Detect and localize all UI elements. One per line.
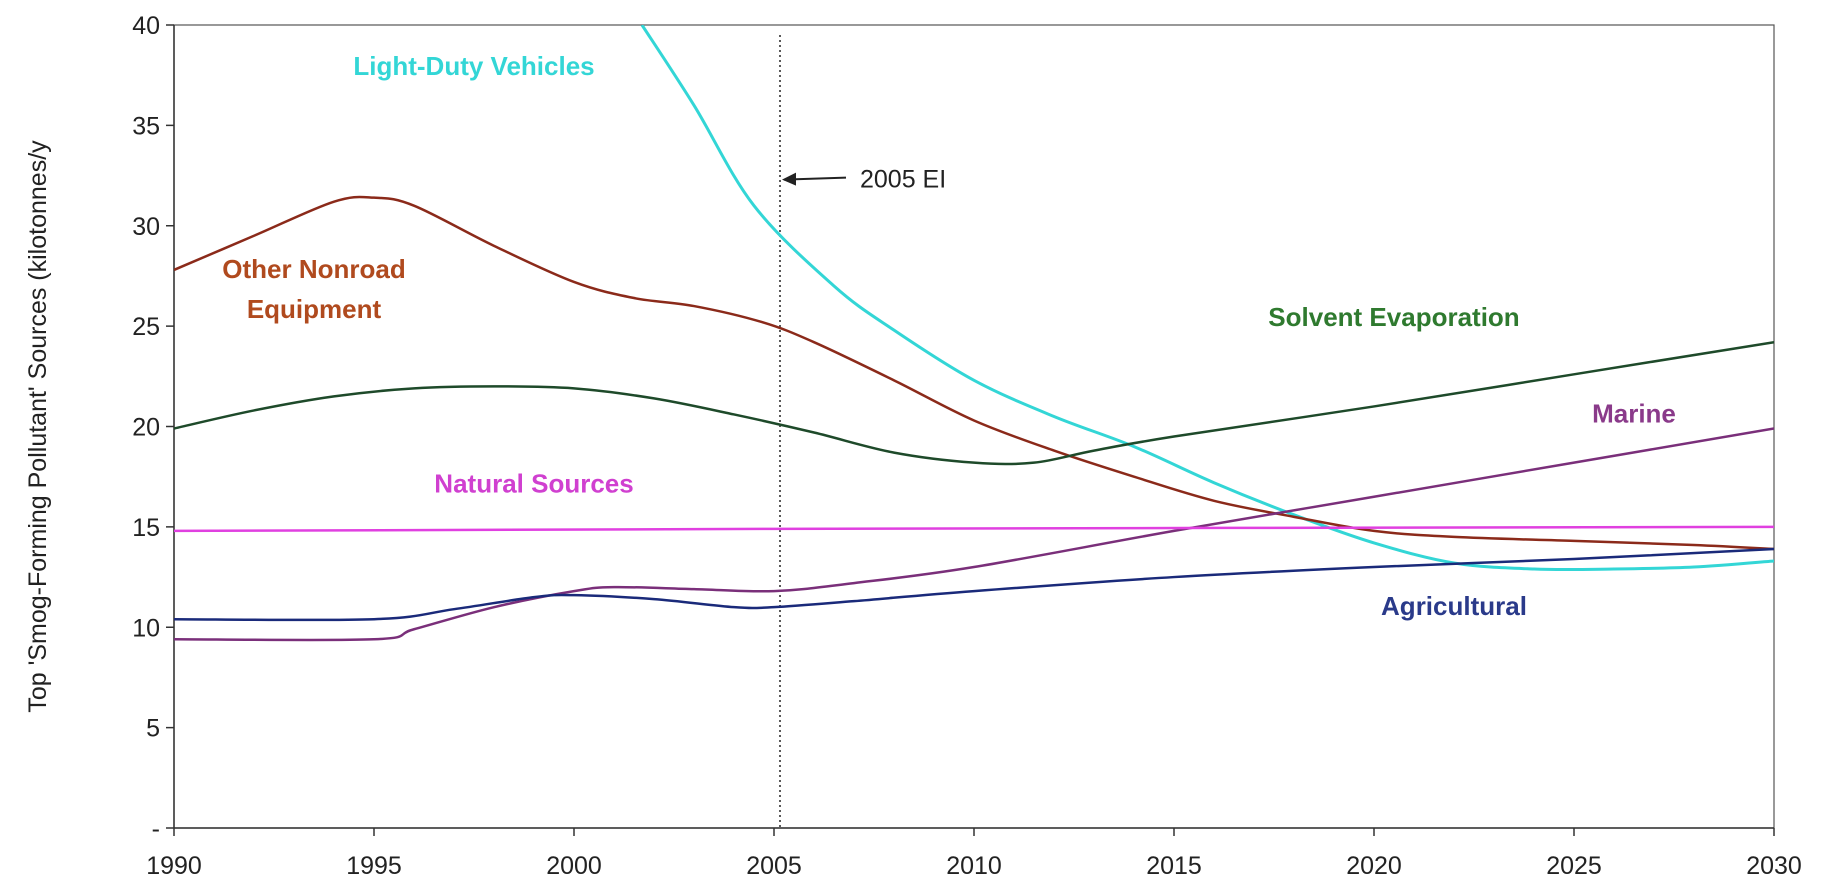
- annotation-arrowhead: [782, 172, 796, 186]
- series-line-natural-sources: [174, 525, 1774, 533]
- y-axis-label: Top 'Smog-Forming Pollutant' Sources (ki…: [24, 140, 52, 713]
- series-label-agricultural: Agricultural: [1381, 591, 1527, 621]
- y-tick-label: -: [152, 815, 160, 843]
- series-label-light-duty-vehicles: Light-Duty Vehicles: [353, 51, 594, 81]
- y-tick-label: 15: [132, 514, 160, 542]
- series-lines: [174, 25, 1774, 642]
- series-line-solvent-evaporation: [174, 340, 1774, 466]
- y-tick-label: 30: [132, 213, 160, 241]
- x-tick-label: 2015: [1146, 852, 1202, 880]
- x-tick-label: 2005: [746, 852, 802, 880]
- x-tick-label: 2025: [1546, 852, 1602, 880]
- annotation-label: 2005 EI: [860, 166, 946, 194]
- series-line-agricultural: [174, 547, 1774, 622]
- x-tick-label: 2000: [546, 852, 602, 880]
- y-tick-label: 40: [132, 12, 160, 40]
- y-tick-label: 5: [146, 715, 160, 743]
- plot-frame: [173, 24, 1775, 829]
- y-tick-label: 25: [132, 313, 160, 341]
- series-label-natural-sources: Natural Sources: [434, 469, 633, 499]
- x-tick-label: 2020: [1346, 852, 1402, 880]
- series-label-other-nonroad: Other Nonroad: [222, 254, 405, 284]
- x-tick-label: 1995: [346, 852, 402, 880]
- series-line-marine: [174, 427, 1774, 642]
- series-label-marine: Marine: [1592, 398, 1676, 428]
- series-line-light-duty-vehicles: [640, 25, 1774, 572]
- series-line-other-nonroad: [174, 195, 1774, 551]
- annotation-2005-ei: 2005 EI: [779, 35, 946, 828]
- series-labels: Light-Duty Vehicles Other Nonroad Equipmen…: [222, 51, 1676, 621]
- series-label-solvent-evaporation: Solvent Evaporation: [1268, 302, 1519, 332]
- x-tick-label: 2030: [1746, 852, 1802, 880]
- x-tick-label: 1990: [146, 852, 202, 880]
- series-label-other-nonroad-line2: Equipment: [247, 294, 382, 324]
- y-tick-label: 10: [132, 614, 160, 642]
- x-tick-label: 2010: [946, 852, 1002, 880]
- y-tick-label: 35: [132, 112, 160, 140]
- y-tick-label: 20: [132, 414, 160, 442]
